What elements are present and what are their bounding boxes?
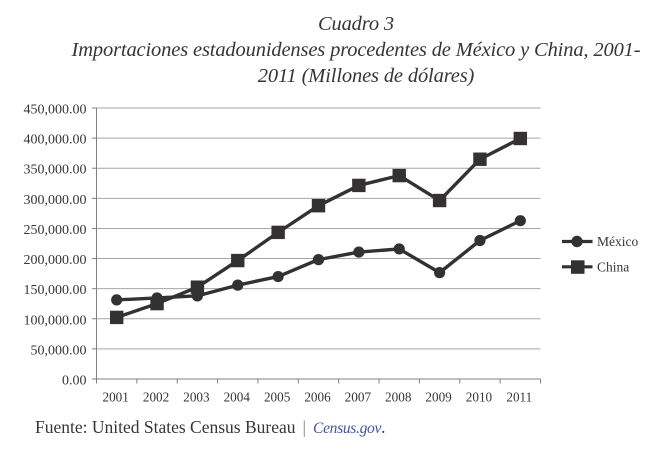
svg-text:400,000.00: 400,000.00 — [24, 133, 87, 148]
svg-text:450,000.00: 450,000.00 — [24, 103, 87, 118]
svg-text:2004: 2004 — [224, 390, 251, 405]
svg-text:2007: 2007 — [345, 390, 372, 405]
svg-text:2009: 2009 — [425, 390, 452, 405]
svg-text:300,000.00: 300,000.00 — [24, 193, 87, 208]
svg-text:2003: 2003 — [183, 390, 210, 405]
svg-text:2005: 2005 — [264, 390, 291, 405]
svg-text:2010: 2010 — [466, 390, 493, 405]
svg-text:50,000.00: 50,000.00 — [31, 343, 87, 358]
svg-text:2002: 2002 — [143, 390, 169, 405]
svg-text:2006: 2006 — [304, 390, 331, 405]
svg-text:200,000.00: 200,000.00 — [24, 253, 87, 268]
svg-text:0.00: 0.00 — [62, 374, 87, 389]
svg-text:250,000.00: 250,000.00 — [24, 223, 87, 238]
svg-text:2001: 2001 — [102, 390, 128, 405]
svg-text:China: China — [597, 260, 629, 275]
svg-text:México: México — [597, 234, 638, 249]
svg-text:2008: 2008 — [385, 390, 412, 405]
svg-text:2011: 2011 — [506, 390, 532, 405]
svg-text:100,000.00: 100,000.00 — [24, 313, 87, 328]
svg-text:150,000.00: 150,000.00 — [24, 283, 87, 298]
svg-text:350,000.00: 350,000.00 — [24, 163, 87, 178]
